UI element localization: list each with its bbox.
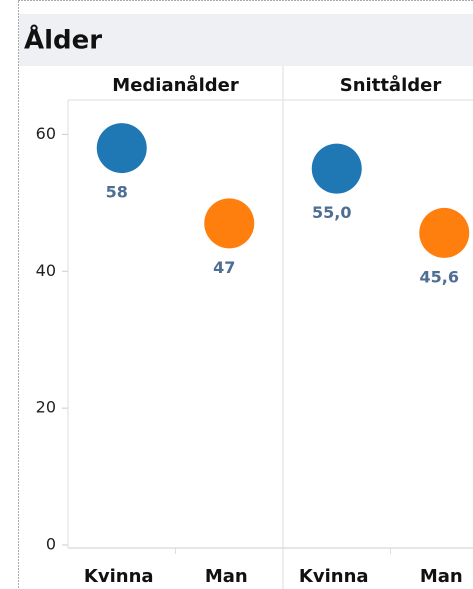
value-label: 55,0 [312,203,351,222]
chart-title: Ålder [24,24,102,56]
y-tick-label: 60 [36,124,56,143]
panel-header: Snittålder [340,74,442,96]
x-tick-label: Man [420,566,463,587]
y-tick-label: 20 [36,398,56,417]
value-label: 58 [106,183,128,202]
x-tick-label: Kvinna [84,566,154,587]
dot [204,198,255,249]
dot [419,207,470,258]
value-label: 47 [213,258,235,277]
x-tick-label: Kvinna [299,566,369,587]
x-tick-label: Man [205,566,248,587]
y-tick-label: 40 [36,261,56,280]
value-label: 45,6 [420,267,459,286]
dot [311,143,362,194]
title-band [19,14,473,66]
dot [96,123,147,174]
panel-header: Medianålder [112,74,239,96]
y-tick-label: 0 [46,535,56,554]
